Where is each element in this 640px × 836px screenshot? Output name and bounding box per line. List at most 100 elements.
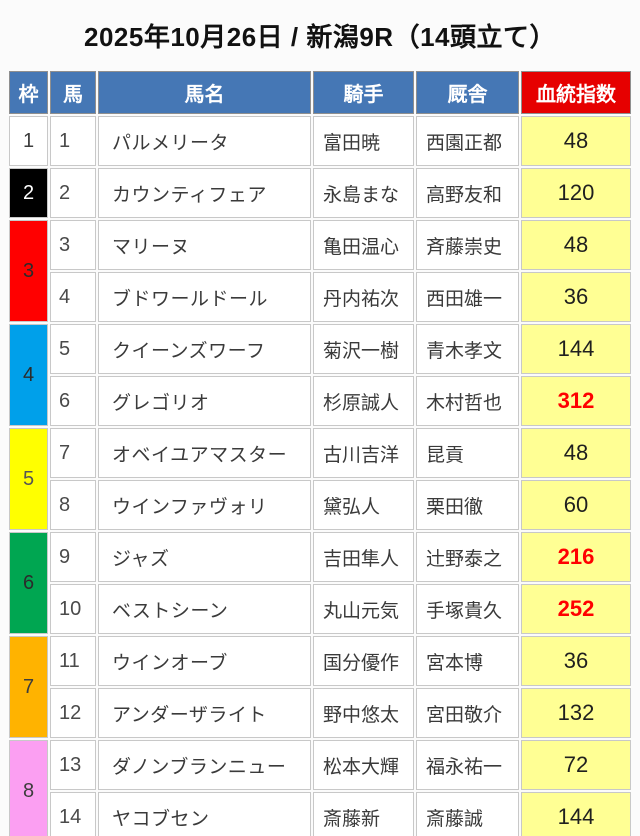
horse-name: ウインオーブ — [98, 636, 311, 686]
horse-name: オベイユアマスター — [98, 428, 311, 478]
table-row: 7 11 ウインオーブ 国分優作 宮本博 36 — [9, 636, 631, 738]
header-stable: 厩舎 — [416, 71, 519, 114]
horse-name: アンダーザライト — [98, 688, 311, 738]
blood-index-value: 72 — [521, 740, 631, 790]
jockey-name: 菊沢一樹 — [313, 324, 414, 374]
horse-number: 5 — [50, 324, 96, 374]
blood-index-value: 312 — [521, 376, 631, 426]
horse-name: ヤコブセン — [98, 792, 311, 836]
jockey-name: 杉原誠人 — [313, 376, 414, 426]
stable-name: 宮本博 — [416, 636, 519, 686]
stable-name: 宮田敬介 — [416, 688, 519, 738]
frame-cell: 1 — [9, 116, 48, 166]
table-row: 6 9 ジャズ 吉田隼人 辻野泰之 216 — [9, 532, 631, 634]
blood-index-value: 120 — [521, 168, 631, 218]
table-row: 3 3 マリーヌ 亀田温心 斉藤崇史 48 — [9, 220, 631, 322]
table-row: 14 ヤコブセン 斎藤新 斎藤誠 144 — [9, 792, 631, 836]
stable-name: 昆貢 — [416, 428, 519, 478]
horse-number: 4 — [50, 272, 96, 322]
table-row: 1 1 パルメリータ 富田暁 西園正都 48 — [9, 116, 631, 166]
table-row: 4 5 クイーンズワーフ 菊沢一樹 青木孝文 144 — [9, 324, 631, 426]
table-row: 8 ウインファヴォリ 黛弘人 栗田徹 60 — [9, 480, 631, 530]
blood-index-value: 48 — [521, 428, 631, 478]
jockey-name: 松本大輝 — [313, 740, 414, 790]
horse-number: 2 — [50, 168, 96, 218]
stable-name: 木村哲也 — [416, 376, 519, 426]
stable-name: 西園正都 — [416, 116, 519, 166]
horse-number: 11 — [50, 636, 96, 686]
table-row: 5 7 オベイユアマスター 古川吉洋 昆貢 48 — [9, 428, 631, 530]
jockey-name: 斎藤新 — [313, 792, 414, 836]
horse-number: 8 — [50, 480, 96, 530]
header-row: 枠 馬 馬名 騎手 厩舎 血統指数 — [9, 71, 631, 114]
horse-name: マリーヌ — [98, 220, 311, 270]
frame-cell: 8 — [9, 740, 48, 836]
horse-number: 10 — [50, 584, 96, 634]
frame-cell: 6 — [9, 532, 48, 634]
stable-name: 福永祐一 — [416, 740, 519, 790]
horse-number: 12 — [50, 688, 96, 738]
header-blood-index: 血統指数 — [521, 71, 631, 114]
horse-number: 9 — [50, 532, 96, 582]
blood-index-value: 60 — [521, 480, 631, 530]
race-entries-table: 枠 馬 馬名 騎手 厩舎 血統指数 1 1 パルメリータ 富田暁 西園正都 48… — [7, 69, 633, 836]
jockey-name: 野中悠太 — [313, 688, 414, 738]
stable-name: 手塚貴久 — [416, 584, 519, 634]
stable-name: 西田雄一 — [416, 272, 519, 322]
horse-number: 3 — [50, 220, 96, 270]
stable-name: 辻野泰之 — [416, 532, 519, 582]
horse-number: 13 — [50, 740, 96, 790]
race-title: 2025年10月26日 / 新潟9R（14頭立て） — [83, 22, 556, 52]
horse-name: クイーンズワーフ — [98, 324, 311, 374]
header-horse-number: 馬 — [50, 71, 96, 114]
stable-name: 高野友和 — [416, 168, 519, 218]
table-row: 8 13 ダノンブランニュー 松本大輝 福永祐一 72 — [9, 740, 631, 836]
frame-cell: 4 — [9, 324, 48, 426]
horse-name: ブドワールドール — [98, 272, 311, 322]
horse-number: 1 — [50, 116, 96, 166]
table-row: 10 ベストシーン 丸山元気 手塚貴久 252 — [9, 584, 631, 634]
stable-name: 青木孝文 — [416, 324, 519, 374]
blood-index-value: 144 — [521, 792, 631, 836]
jockey-name: 吉田隼人 — [313, 532, 414, 582]
table-row: 12 アンダーザライト 野中悠太 宮田敬介 132 — [9, 688, 631, 738]
stable-name: 斎藤誠 — [416, 792, 519, 836]
horse-name: パルメリータ — [98, 116, 311, 166]
horse-name: カウンティフェア — [98, 168, 311, 218]
frame-cell: 7 — [9, 636, 48, 738]
blood-index-value: 132 — [521, 688, 631, 738]
table-row: 4 ブドワールドール 丹内祐次 西田雄一 36 — [9, 272, 631, 322]
horse-number: 6 — [50, 376, 96, 426]
stable-name: 斉藤崇史 — [416, 220, 519, 270]
blood-index-value: 36 — [521, 272, 631, 322]
frame-cell: 3 — [9, 220, 48, 322]
blood-index-value: 48 — [521, 116, 631, 166]
horse-name: ダノンブランニュー — [98, 740, 311, 790]
table-row: 2 2 カウンティフェア 永島まな 高野友和 120 — [9, 168, 631, 218]
blood-index-value: 144 — [521, 324, 631, 374]
frame-cell: 2 — [9, 168, 48, 218]
jockey-name: 丸山元気 — [313, 584, 414, 634]
blood-index-value: 48 — [521, 220, 631, 270]
jockey-name: 丹内祐次 — [313, 272, 414, 322]
horse-name: ウインファヴォリ — [98, 480, 311, 530]
horse-name: グレゴリオ — [98, 376, 311, 426]
jockey-name: 国分優作 — [313, 636, 414, 686]
header-frame: 枠 — [9, 71, 48, 114]
jockey-name: 富田暁 — [313, 116, 414, 166]
horse-number: 7 — [50, 428, 96, 478]
header-horse-name: 馬名 — [98, 71, 311, 114]
blood-index-value: 252 — [521, 584, 631, 634]
horse-name: ジャズ — [98, 532, 311, 582]
frame-cell: 5 — [9, 428, 48, 530]
stable-name: 栗田徹 — [416, 480, 519, 530]
jockey-name: 亀田温心 — [313, 220, 414, 270]
jockey-name: 黛弘人 — [313, 480, 414, 530]
blood-index-value: 216 — [521, 532, 631, 582]
header-jockey: 騎手 — [313, 71, 414, 114]
jockey-name: 古川吉洋 — [313, 428, 414, 478]
jockey-name: 永島まな — [313, 168, 414, 218]
horse-name: ベストシーン — [98, 584, 311, 634]
blood-index-value: 36 — [521, 636, 631, 686]
